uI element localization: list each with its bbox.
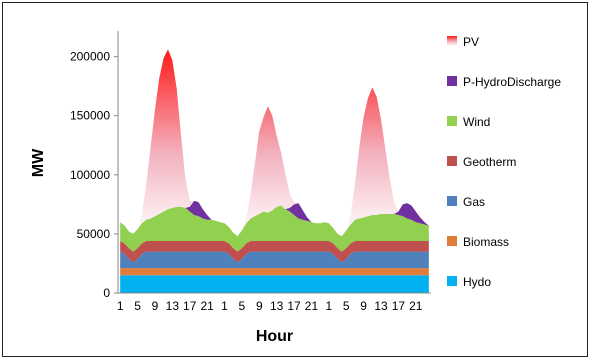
x-tick-label: 13 — [374, 299, 388, 313]
x-tick-label: 21 — [305, 299, 319, 313]
legend-swatch-gas — [447, 196, 457, 206]
legend-swatch-p-hydrodischarge — [447, 76, 457, 86]
legend-label-gas: Gas — [463, 195, 485, 209]
area-geotherm — [120, 241, 429, 263]
y-axis-title: MW — [30, 148, 47, 177]
x-tick-label: 5 — [343, 299, 350, 313]
legend-swatch-geotherm — [447, 156, 457, 166]
x-tick-label: 13 — [270, 299, 284, 313]
legend-swatch-hydo — [447, 276, 457, 286]
x-tick-label: 21 — [409, 299, 423, 313]
legend-label-pv: PV — [463, 35, 479, 49]
x-tick-label: 1 — [325, 299, 332, 313]
y-tick-label: 200000 — [70, 50, 110, 64]
legend-label-p-hydrodischarge: P-HydroDischarge — [463, 75, 561, 89]
y-tick-label: 100000 — [70, 168, 110, 182]
area-biomass — [120, 268, 429, 276]
legend-label-wind: Wind — [463, 115, 490, 129]
x-tick-label: 9 — [256, 299, 263, 313]
x-tick-label: 1 — [117, 299, 124, 313]
y-tick-label: 50000 — [77, 227, 111, 241]
x-tick-label: 9 — [152, 299, 159, 313]
x-tick-label: 21 — [200, 299, 214, 313]
x-tick-label: 1 — [221, 299, 228, 313]
x-tick-label: 13 — [166, 299, 180, 313]
y-tick-label: 0 — [103, 286, 110, 300]
area-wind — [120, 205, 429, 252]
x-axis-title: Hour — [256, 328, 293, 345]
x-tick-label: 5 — [134, 299, 141, 313]
x-tick-label: 9 — [360, 299, 367, 313]
x-tick-label: 17 — [392, 299, 406, 313]
x-tick-label: 5 — [239, 299, 246, 313]
area-pv — [120, 49, 429, 237]
legend-swatch-biomass — [447, 236, 457, 246]
x-tick-label: 17 — [183, 299, 197, 313]
chart-frame: 0 50000 100000 150000 200000 1 5 9 13 17 21 1 5 9 13 17… — [2, 2, 588, 357]
legend-label-biomass: Biomass — [463, 235, 509, 249]
area-hydo — [120, 275, 429, 293]
area-p-hydrodischarge — [120, 200, 429, 237]
y-tick-label: 150000 — [70, 109, 110, 123]
legend-swatch-wind — [447, 116, 457, 126]
x-tick-label: 17 — [287, 299, 301, 313]
legend-label-geotherm: Geotherm — [463, 155, 516, 169]
legend-swatch-pv — [447, 36, 457, 46]
area-gas — [120, 251, 429, 269]
legend-label-hydo: Hydo — [463, 275, 491, 289]
